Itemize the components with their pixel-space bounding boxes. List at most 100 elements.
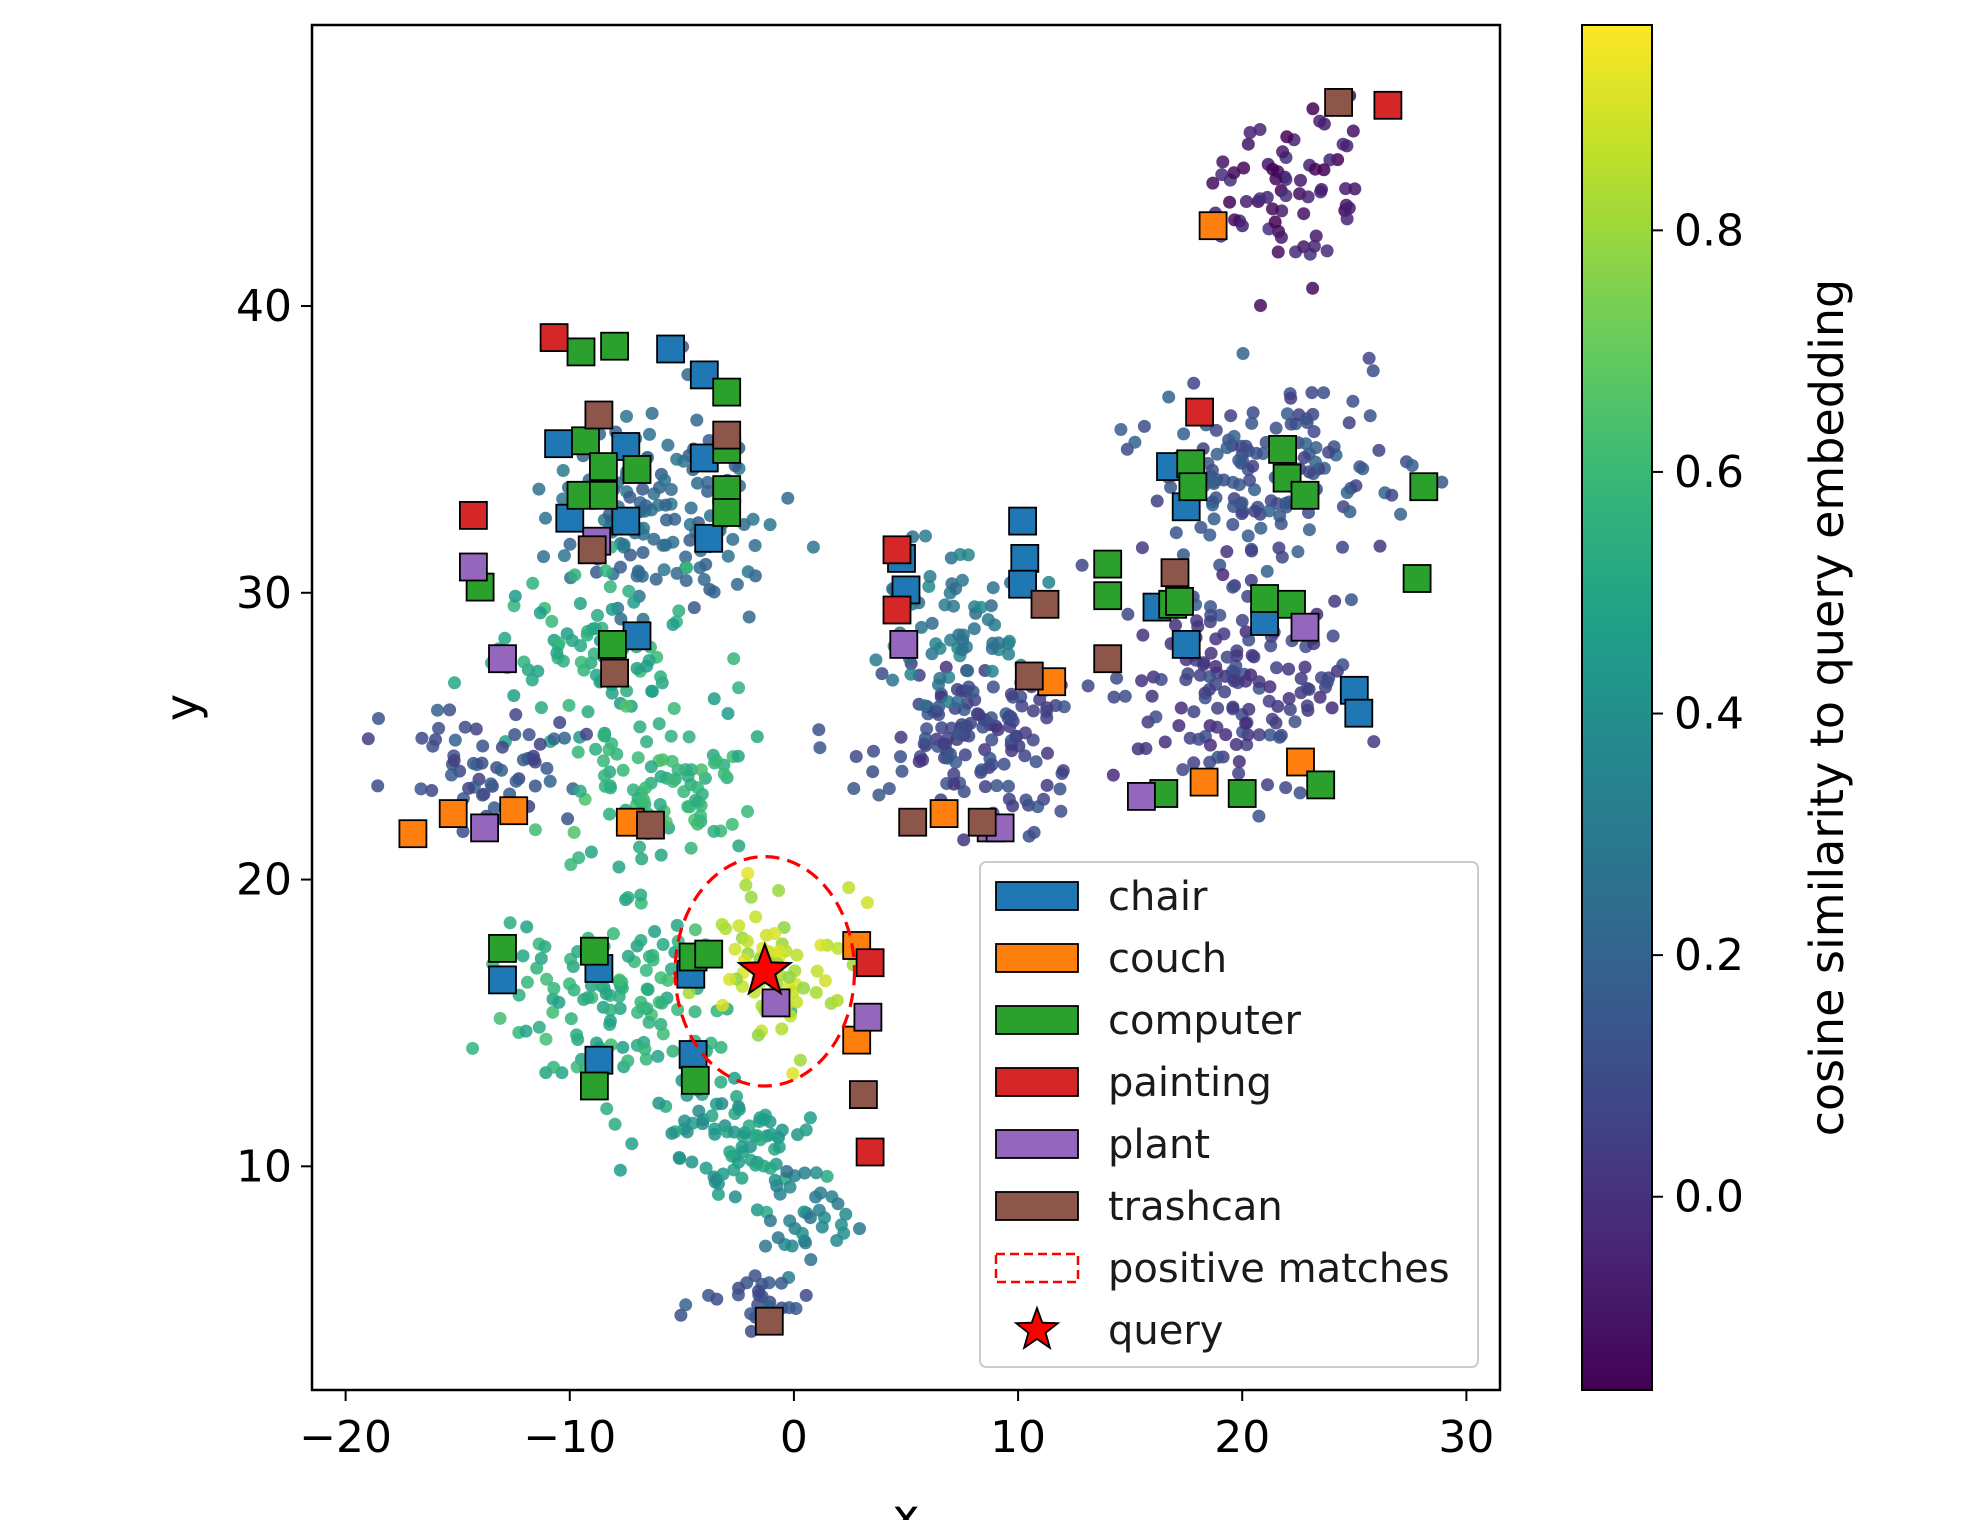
feature-point [1002, 779, 1015, 793]
colorbar-tick-label: 0.4 [1674, 689, 1744, 740]
feature-point [707, 824, 721, 838]
feature-point [683, 533, 697, 547]
feature-point [565, 634, 579, 648]
feature-point [636, 1001, 650, 1015]
feature-point [793, 1053, 807, 1067]
feature-point [1207, 512, 1221, 526]
feature-point [1002, 792, 1016, 806]
feature-point [1041, 746, 1054, 760]
couch-marker [1189, 767, 1219, 797]
feature-point [975, 763, 988, 777]
feature-point [1340, 139, 1354, 153]
feature-point [785, 1239, 799, 1253]
feature-point [782, 1301, 796, 1315]
feature-point [665, 1126, 679, 1140]
feature-point [475, 756, 489, 770]
feature-point [1246, 406, 1260, 420]
plant-marker [488, 644, 517, 674]
feature-point [1053, 782, 1067, 796]
axes-layer: −20 −10 0 10 20 30 10 20 30 40 x y [155, 281, 1494, 1520]
feature-point [781, 491, 795, 505]
feature-point [520, 975, 534, 989]
feature-point [581, 991, 595, 1005]
feature-point [1367, 735, 1381, 749]
feature-point [572, 851, 586, 865]
feature-point [684, 841, 698, 855]
legend-swatch-query [1013, 1305, 1061, 1350]
couch-marker [398, 819, 428, 849]
chair-marker [1344, 698, 1374, 728]
feature-point [634, 888, 648, 902]
painting-marker [458, 500, 488, 530]
feature-point [786, 1067, 800, 1080]
feature-point [1297, 451, 1311, 464]
painting-marker [882, 535, 912, 565]
feature-point [984, 711, 998, 725]
feature-point [1373, 539, 1387, 553]
feature-point [741, 565, 755, 579]
query-overlay-layer [673, 854, 857, 1088]
feature-point [636, 482, 650, 496]
feature-point [1385, 488, 1399, 502]
feature-point [1145, 689, 1159, 703]
feature-point [974, 600, 988, 614]
trashcan-marker [898, 807, 928, 837]
y-tick-label: 40 [236, 281, 292, 332]
feature-point [1128, 435, 1142, 449]
feature-point [462, 781, 476, 795]
feature-point [1293, 786, 1307, 800]
feature-point [661, 438, 675, 452]
feature-point [727, 1163, 741, 1177]
chair-marker [584, 1045, 614, 1075]
feature-point [741, 866, 755, 880]
chair-marker [622, 621, 652, 651]
feature-point [1226, 700, 1240, 714]
feature-point [1340, 212, 1354, 226]
feature-point [1204, 646, 1218, 660]
plot-frame [310, 23, 1502, 1392]
feature-point [621, 949, 635, 963]
feature-point [1176, 763, 1190, 777]
feature-point [1217, 473, 1231, 487]
feature-point [533, 606, 547, 620]
feature-point [1353, 460, 1367, 474]
feature-point [1284, 391, 1298, 405]
feature-point [687, 601, 701, 615]
feature-point [563, 977, 576, 991]
feature-point [984, 599, 998, 613]
feature-point [599, 987, 613, 1001]
legend-swatch-plant [995, 1129, 1079, 1159]
feature-point [1081, 679, 1095, 693]
feature-point [605, 602, 619, 616]
feature-point [783, 1214, 797, 1228]
chair-marker [544, 429, 573, 459]
trashcan-marker [577, 535, 607, 565]
feature-point [950, 683, 964, 696]
feature-point [371, 779, 385, 793]
feature-point [812, 1203, 826, 1217]
computer-marker [589, 480, 618, 510]
feature-point [567, 825, 581, 839]
feature-point [730, 577, 744, 591]
feature-point [571, 745, 585, 759]
feature-point [932, 678, 945, 692]
feature-point [584, 845, 598, 859]
feature-point [1197, 656, 1211, 670]
colorbar: 0.0 0.2 0.4 0.6 0.8 cosine similarity to quer… [1581, 24, 1854, 1391]
feature-point [653, 798, 667, 811]
legend-label: positive matches [1108, 1246, 1450, 1292]
computer-marker [1165, 587, 1194, 616]
computer-marker [1093, 549, 1123, 579]
feature-point [860, 896, 874, 910]
feature-point [744, 890, 758, 904]
feature-point [1019, 793, 1033, 807]
feature-point [1279, 173, 1293, 186]
feature-point [613, 1002, 627, 1015]
couch-marker [499, 796, 529, 826]
chair-marker [1010, 544, 1040, 573]
feature-point [600, 1102, 614, 1116]
legend-label: painting [1108, 1060, 1272, 1106]
feature-point [1150, 494, 1164, 508]
feature-point [820, 1169, 834, 1183]
feature-point [997, 757, 1011, 771]
